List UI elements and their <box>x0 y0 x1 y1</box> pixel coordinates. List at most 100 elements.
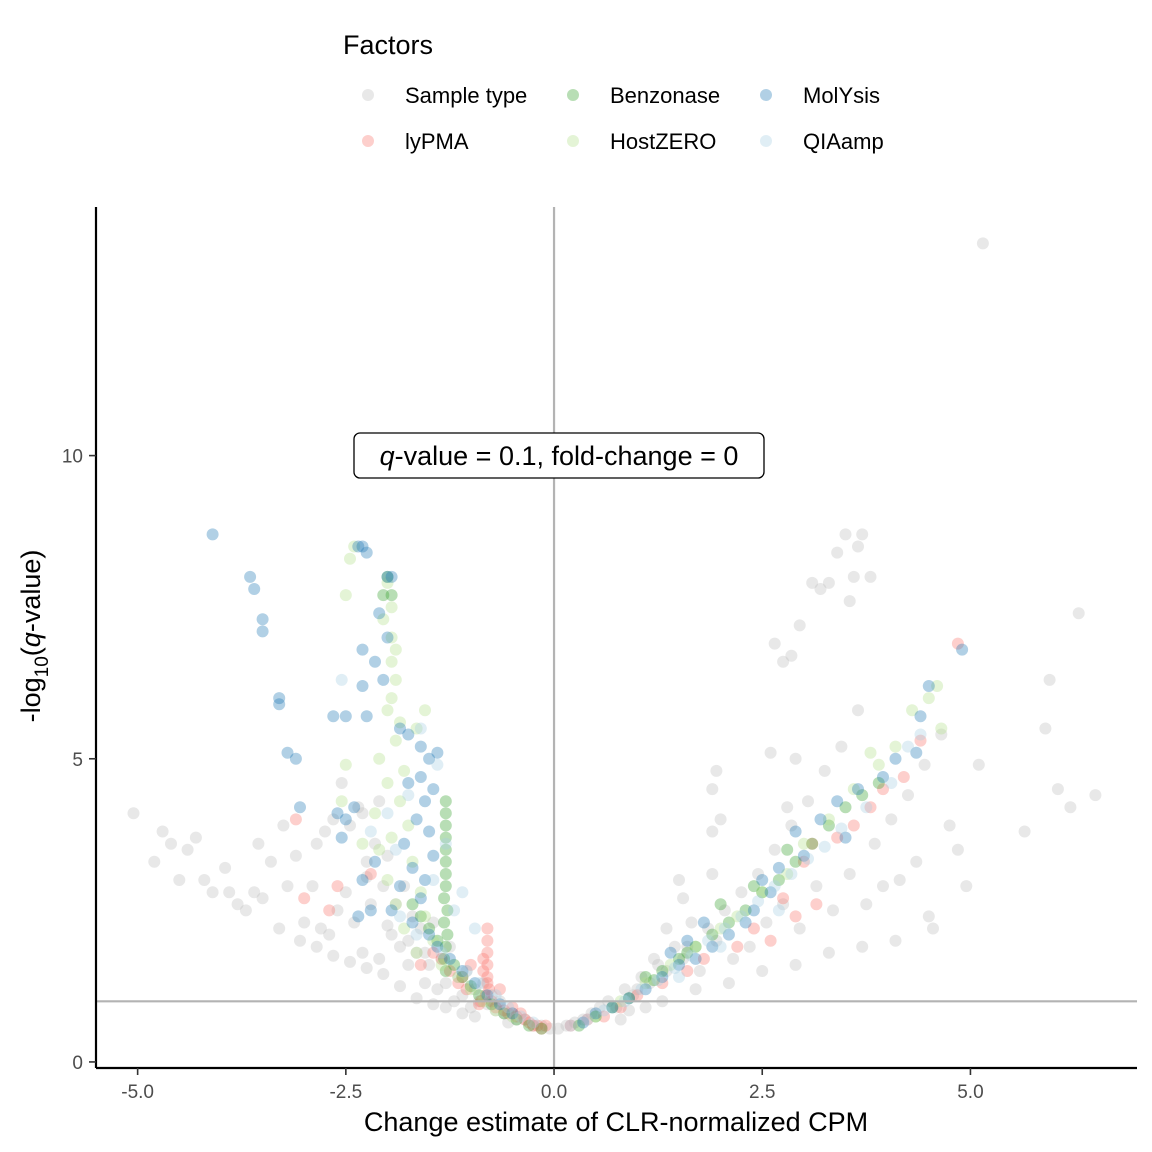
data-point <box>706 868 718 880</box>
legend-title: Factors <box>343 30 433 60</box>
data-point <box>785 868 797 880</box>
data-point <box>411 947 423 959</box>
data-point <box>352 910 364 922</box>
data-point <box>148 856 160 868</box>
data-point <box>290 753 302 765</box>
data-point <box>357 838 369 850</box>
data-point <box>935 723 947 735</box>
data-point <box>856 528 868 540</box>
legend-item: lyPMA <box>362 129 469 154</box>
data-point <box>386 656 398 668</box>
data-point <box>777 892 789 904</box>
data-point <box>327 710 339 722</box>
data-point <box>856 941 868 953</box>
data-point <box>944 820 956 832</box>
data-point <box>440 807 452 819</box>
data-point <box>598 1004 610 1016</box>
data-point <box>207 886 219 898</box>
data-point <box>723 977 735 989</box>
data-point <box>810 898 822 910</box>
data-point <box>852 704 864 716</box>
data-point <box>765 747 777 759</box>
data-point <box>411 992 423 1004</box>
data-point <box>719 923 731 935</box>
annotation-text: q-value = 0.1, fold-change = 0 <box>380 441 739 471</box>
data-point <box>440 820 452 832</box>
data-point <box>431 747 443 759</box>
data-point <box>394 880 406 892</box>
data-point <box>340 710 352 722</box>
data-point <box>456 1007 468 1019</box>
data-point <box>265 856 277 868</box>
data-point <box>794 923 806 935</box>
data-point <box>873 759 885 771</box>
data-point <box>423 826 435 838</box>
data-point <box>382 920 394 932</box>
data-point <box>848 571 860 583</box>
data-point <box>715 941 727 953</box>
data-point <box>257 625 269 637</box>
data-point <box>340 589 352 601</box>
data-point <box>340 759 352 771</box>
data-point <box>128 807 140 819</box>
data-point <box>831 795 843 807</box>
data-point <box>415 771 427 783</box>
y-tick-label: 0 <box>72 1053 83 1074</box>
legend-item: Benzonase <box>567 83 720 108</box>
data-point <box>665 947 677 959</box>
data-point <box>490 989 502 1001</box>
data-point <box>190 832 202 844</box>
data-point <box>402 959 414 971</box>
data-point <box>860 801 872 813</box>
legend-item: HostZERO <box>567 129 716 154</box>
data-point <box>198 874 210 886</box>
data-point <box>377 589 389 601</box>
data-point <box>744 941 756 953</box>
data-point <box>790 826 802 838</box>
data-point <box>915 710 927 722</box>
data-point <box>823 947 835 959</box>
data-point <box>515 1011 527 1023</box>
data-point <box>902 741 914 753</box>
data-point <box>336 674 348 686</box>
legend-swatch <box>760 135 772 147</box>
data-point <box>869 838 881 850</box>
data-point <box>810 880 822 892</box>
data-point <box>273 923 285 935</box>
points-layer <box>128 237 1102 1034</box>
data-point <box>1039 723 1051 735</box>
data-point <box>686 917 698 929</box>
data-point <box>819 841 831 853</box>
data-point <box>690 983 702 995</box>
data-point <box>257 613 269 625</box>
x-tick-label: -5.0 <box>121 1082 154 1103</box>
data-point <box>357 947 369 959</box>
data-point <box>390 844 402 856</box>
data-point <box>852 783 864 795</box>
data-point <box>248 583 260 595</box>
data-point <box>365 826 377 838</box>
data-point <box>336 777 348 789</box>
data-point <box>477 965 489 977</box>
data-point <box>706 826 718 838</box>
x-tick-label: -2.5 <box>329 1082 362 1103</box>
data-point <box>615 1014 627 1026</box>
data-point <box>294 801 306 813</box>
data-point <box>373 953 385 965</box>
data-point <box>802 853 814 865</box>
data-point <box>852 541 864 553</box>
data-point <box>386 832 398 844</box>
data-point <box>327 950 339 962</box>
data-point <box>382 777 394 789</box>
data-point <box>769 844 781 856</box>
data-point <box>240 904 252 916</box>
data-point <box>565 1020 577 1032</box>
data-point <box>902 789 914 801</box>
data-point <box>427 874 439 886</box>
data-point <box>923 692 935 704</box>
data-point <box>735 910 747 922</box>
data-point <box>402 777 414 789</box>
data-point <box>423 929 435 941</box>
data-point <box>823 577 835 589</box>
data-point <box>173 874 185 886</box>
